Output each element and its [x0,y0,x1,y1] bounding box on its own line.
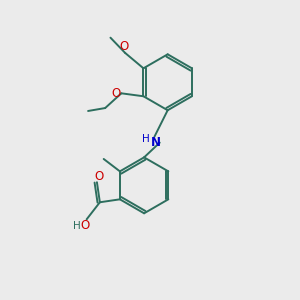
Text: O: O [94,170,103,183]
Text: H: H [73,221,81,231]
Text: O: O [112,87,121,100]
Text: N: N [151,136,161,149]
Text: O: O [119,40,128,53]
Text: O: O [80,219,90,232]
Text: H: H [142,134,149,144]
